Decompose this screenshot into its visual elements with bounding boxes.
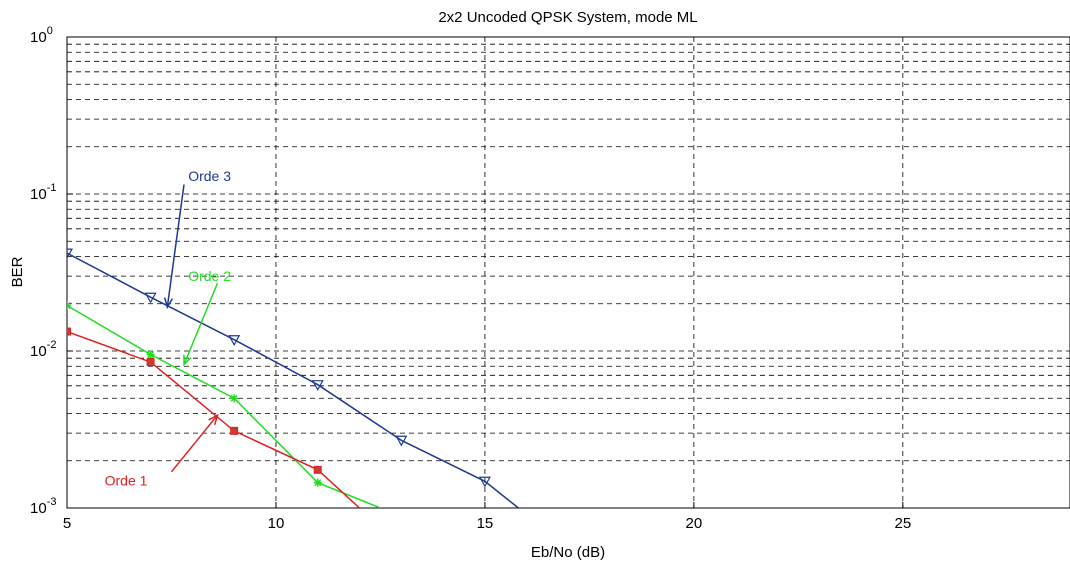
data-point — [67, 248, 74, 260]
x-tick-label: 25 — [894, 515, 911, 532]
data-point — [311, 380, 324, 391]
annotation-arrow — [170, 414, 219, 473]
x-tick-label: 15 — [477, 515, 494, 532]
data-point — [313, 465, 322, 474]
annotation-1: Orde 3 — [163, 168, 231, 310]
series-group — [67, 248, 519, 508]
data-point — [230, 394, 239, 403]
data-point — [395, 435, 408, 447]
data-point — [67, 301, 71, 310]
annotation-label: Orde 3 — [188, 168, 231, 184]
data-point — [146, 358, 155, 367]
x-tick-label: 10 — [268, 515, 285, 532]
data-point — [146, 350, 155, 359]
annotation-arrow — [166, 184, 185, 308]
x-tick-label: 5 — [63, 515, 71, 532]
y-axis-label: BER — [9, 256, 26, 287]
data-point — [230, 426, 239, 435]
data-point — [144, 292, 157, 304]
y-tick-label: 10-1 — [30, 182, 56, 203]
annotation-2: Orde 2 — [183, 268, 231, 367]
y-tick-label: 10-2 — [30, 339, 56, 360]
y-tick-label: 100 — [30, 25, 53, 46]
series-line-1 — [67, 252, 519, 508]
annotation-label: Orde 2 — [188, 268, 231, 284]
x-tick-label: 20 — [686, 515, 703, 532]
grid — [67, 37, 1070, 508]
arrow-head — [183, 354, 192, 367]
annotation-3: Orde 1 — [105, 413, 219, 488]
data-point — [67, 327, 71, 336]
annotation-label: Orde 1 — [105, 472, 148, 488]
y-tick-label: 10-3 — [30, 496, 56, 517]
chart-title: 2x2 Uncoded QPSK System, mode ML — [438, 9, 697, 26]
x-axis-label: Eb/No (dB) — [531, 544, 605, 561]
annotations: Orde 3 Orde 2 Orde 1 — [105, 168, 232, 488]
axis-ticks: 5 10 15 20 25 10-3 10-2 10-1 100 — [30, 25, 911, 532]
data-point — [313, 478, 322, 487]
arrow-head — [208, 413, 219, 426]
plot-frame — [66, 36, 1070, 509]
data-point — [478, 476, 491, 488]
data-point — [228, 335, 241, 346]
arrow-head — [163, 297, 174, 310]
annotation-arrow — [183, 282, 219, 365]
